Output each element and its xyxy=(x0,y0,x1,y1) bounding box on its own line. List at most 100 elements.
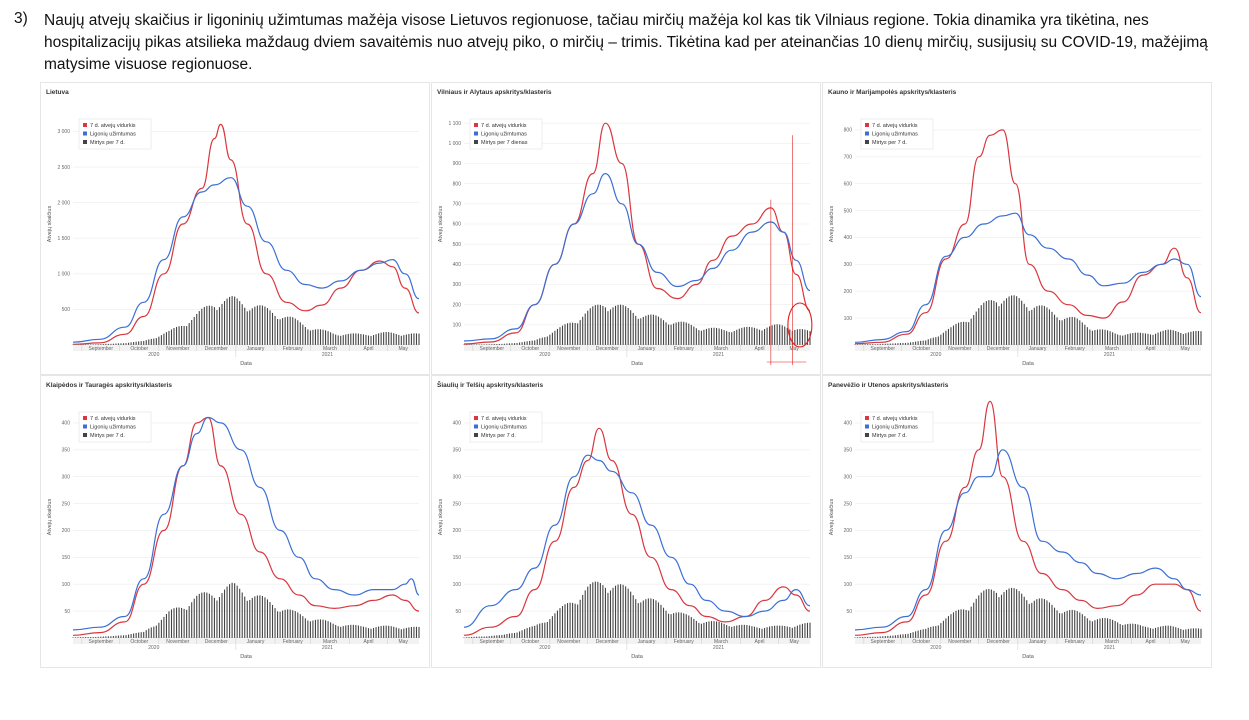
death-bar xyxy=(271,604,274,638)
death-bar xyxy=(927,339,929,345)
death-bar xyxy=(612,587,614,638)
death-bar xyxy=(1114,333,1116,345)
death-bar xyxy=(733,626,735,638)
death-bar xyxy=(1182,629,1184,638)
death-bar xyxy=(806,622,809,638)
death-bar xyxy=(239,588,241,638)
death-bar xyxy=(191,320,193,345)
x-axis-band xyxy=(464,638,810,644)
death-bar xyxy=(183,608,185,638)
legend-entry: Ligonių užimtumas xyxy=(90,132,136,138)
death-bar xyxy=(249,310,251,345)
death-bar xyxy=(910,633,912,638)
death-bar xyxy=(1124,334,1126,345)
death-bar xyxy=(748,326,750,345)
death-bar xyxy=(181,325,183,345)
death-bar xyxy=(1144,626,1146,638)
death-bar xyxy=(372,335,375,345)
death-bar xyxy=(809,622,811,638)
death-bar xyxy=(1190,331,1192,345)
death-bar xyxy=(1018,298,1020,345)
death-bar xyxy=(292,317,294,345)
death-bar xyxy=(1107,618,1109,638)
legend-swatch xyxy=(474,433,478,437)
death-bar xyxy=(604,587,606,638)
death-bar xyxy=(902,342,904,345)
death-bar xyxy=(806,330,809,345)
death-bar xyxy=(269,310,271,345)
year-label: 2020 xyxy=(148,645,159,651)
death-bar xyxy=(980,305,982,345)
death-bar xyxy=(1096,619,1099,638)
death-bar xyxy=(340,335,342,345)
death-bar xyxy=(211,595,213,638)
death-bar xyxy=(102,636,104,638)
death-bar xyxy=(337,335,339,345)
death-bar xyxy=(403,335,405,345)
death-bar xyxy=(223,300,226,345)
death-bar xyxy=(1041,305,1043,345)
death-bar xyxy=(597,304,599,345)
death-bar xyxy=(115,635,117,638)
y-tick-label: 3 000 xyxy=(57,129,70,135)
death-bar xyxy=(990,300,992,345)
death-bar xyxy=(1165,625,1167,638)
death-bar xyxy=(786,626,788,638)
x-tick-label: December xyxy=(205,346,228,352)
death-bar xyxy=(531,340,533,345)
death-bar xyxy=(259,305,261,345)
death-bar xyxy=(685,614,687,638)
death-bar xyxy=(223,589,226,638)
death-bar xyxy=(524,629,526,638)
legend-swatch xyxy=(474,140,478,144)
legend-entry: Ligonių užimtumas xyxy=(872,132,918,138)
death-bar xyxy=(390,332,392,345)
death-bar xyxy=(1061,320,1063,345)
death-bar xyxy=(277,611,279,638)
death-bar xyxy=(766,627,768,638)
death-bar xyxy=(375,334,377,345)
death-bar xyxy=(955,323,957,345)
death-bar xyxy=(378,333,380,345)
death-bar xyxy=(352,624,354,638)
death-bar xyxy=(241,304,243,345)
death-bar xyxy=(415,333,418,345)
legend-box xyxy=(860,411,934,443)
death-bar xyxy=(135,632,137,638)
death-bar xyxy=(655,600,657,638)
death-bar xyxy=(733,330,735,345)
cases-line xyxy=(854,400,1202,636)
death-bar xyxy=(859,344,861,345)
death-bar xyxy=(1099,329,1101,345)
death-bar xyxy=(670,324,672,345)
cases-line xyxy=(463,427,811,636)
death-bar xyxy=(327,331,329,345)
death-bar xyxy=(130,634,132,638)
death-bar xyxy=(970,606,972,638)
death-bar xyxy=(589,584,591,638)
death-bar xyxy=(769,626,771,638)
death-bar xyxy=(307,620,309,638)
death-bar xyxy=(738,328,740,345)
death-bar xyxy=(140,632,142,638)
death-bar xyxy=(894,635,896,638)
death-bar xyxy=(395,334,397,345)
chart-svg: Klaipėdos ir Tauragės apskritys/klasteri… xyxy=(46,382,420,660)
death-bar xyxy=(867,344,869,345)
death-bar xyxy=(546,621,548,638)
death-bar xyxy=(304,327,306,345)
annotation xyxy=(766,135,813,365)
y-tick-label: 300 xyxy=(453,282,462,288)
death-bar xyxy=(940,334,942,345)
death-bar xyxy=(1185,629,1187,638)
intro-text: Naujų atvejų skaičius ir ligoninių užimt… xyxy=(44,12,1208,73)
death-bar xyxy=(508,343,511,345)
death-bar xyxy=(102,344,104,345)
death-bar xyxy=(503,343,505,345)
legend: 7 d. atvejų vidurkis Ligonių užimtumas Mir… xyxy=(469,118,543,150)
legend-swatch xyxy=(865,123,869,127)
death-bar xyxy=(325,330,327,345)
death-bar xyxy=(1144,333,1146,345)
death-bar xyxy=(168,330,170,345)
death-bar xyxy=(221,593,223,638)
